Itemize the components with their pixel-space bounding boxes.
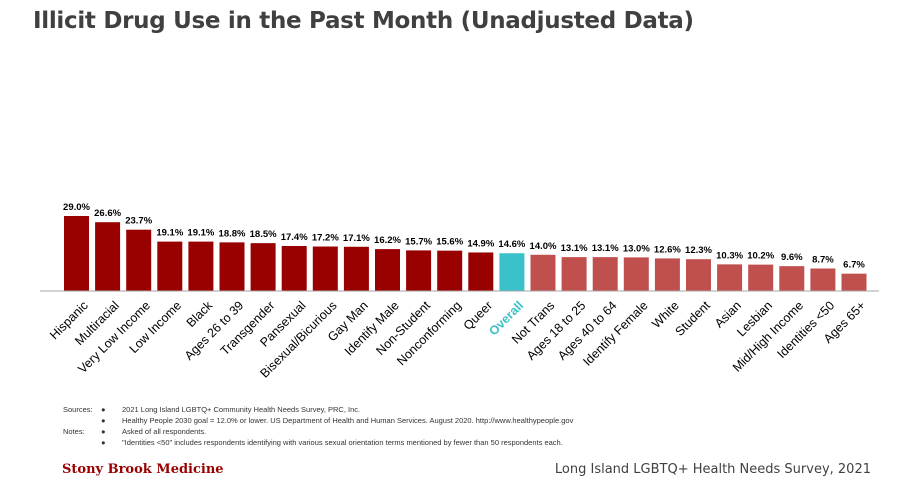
data-label: 18.5% <box>250 229 277 240</box>
data-label: 13.1% <box>592 243 619 254</box>
bar <box>686 259 711 291</box>
data-label: 10.3% <box>716 250 743 261</box>
bar <box>748 264 774 291</box>
bar <box>530 254 556 291</box>
data-label: 15.7% <box>405 236 432 247</box>
bullet-icon: ● <box>101 405 106 414</box>
bar <box>157 241 183 291</box>
data-label: 13.1% <box>561 243 588 254</box>
bar <box>281 246 307 291</box>
data-label: 15.6% <box>436 237 463 248</box>
brand-logo-text: Stony Brook Medicine <box>62 462 224 477</box>
note-row-identities: ● "Identities <50" includes respondents … <box>63 437 573 448</box>
data-label: 16.2% <box>374 235 401 246</box>
data-label: 12.6% <box>654 244 681 255</box>
bullet-icon: ● <box>101 416 106 425</box>
bar <box>126 229 152 291</box>
bar <box>623 257 649 291</box>
bar <box>499 253 525 291</box>
data-label: 17.1% <box>343 233 370 244</box>
bar <box>654 258 680 291</box>
bar <box>779 266 805 291</box>
data-label: 19.1% <box>187 228 214 239</box>
data-label: 23.7% <box>125 216 152 227</box>
bar <box>437 250 463 291</box>
data-label: 14.9% <box>467 238 494 249</box>
note-row-notes: Notes: ● Asked of all respondents. <box>63 426 573 437</box>
chart-title: Illicit Drug Use in the Past Month (Unad… <box>33 8 694 34</box>
data-label: 12.3% <box>685 245 712 256</box>
bar <box>717 264 743 291</box>
note-text: 2021 Long Island LGBTQ+ Community Health… <box>122 405 361 414</box>
bar <box>561 257 587 291</box>
bar <box>343 246 369 291</box>
bar <box>219 242 245 291</box>
data-label: 13.0% <box>623 243 650 254</box>
data-label: 17.4% <box>281 232 308 243</box>
survey-name: Long Island LGBTQ+ Health Needs Survey, … <box>554 462 871 477</box>
bar <box>250 243 276 291</box>
bar <box>375 249 400 291</box>
data-label: 6.7% <box>843 260 865 271</box>
note-text: Healthy People 2030 goal = 12.0% or lowe… <box>122 416 574 425</box>
data-label: 14.6% <box>498 239 525 250</box>
data-label: 29.0% <box>63 202 90 213</box>
bar <box>810 268 836 291</box>
data-label: 17.2% <box>312 233 339 244</box>
data-label: 18.8% <box>219 228 246 239</box>
category-label: Student <box>672 298 713 339</box>
note-row-sources: Sources: ● 2021 Long Island LGBTQ+ Commu… <box>63 404 573 415</box>
bar <box>841 273 867 291</box>
data-label: 10.2% <box>747 251 774 262</box>
data-label: 9.6% <box>781 252 803 263</box>
bar <box>188 241 214 291</box>
data-label: 19.1% <box>156 228 183 239</box>
data-label: 26.6% <box>94 208 121 219</box>
footnotes: Sources: ● 2021 Long Island LGBTQ+ Commu… <box>63 404 573 448</box>
bar <box>312 246 338 291</box>
bullet-icon: ● <box>101 427 106 436</box>
note-text: Asked of all respondents. <box>122 427 207 436</box>
bar <box>468 252 494 291</box>
bar <box>64 216 89 291</box>
data-label: 14.0% <box>530 241 557 252</box>
bullet-icon: ● <box>101 438 106 447</box>
note-text: "Identities <50" includes respondents id… <box>122 438 563 447</box>
note-row-goal: ● Healthy People 2030 goal = 12.0% or lo… <box>63 415 573 426</box>
bar <box>95 222 121 291</box>
note-key: Sources: <box>63 405 93 414</box>
bar <box>406 250 432 291</box>
bar <box>592 257 618 291</box>
note-key <box>63 437 101 448</box>
data-label: 8.7% <box>812 255 834 266</box>
note-key <box>63 415 101 426</box>
note-key: Notes: <box>63 427 85 436</box>
